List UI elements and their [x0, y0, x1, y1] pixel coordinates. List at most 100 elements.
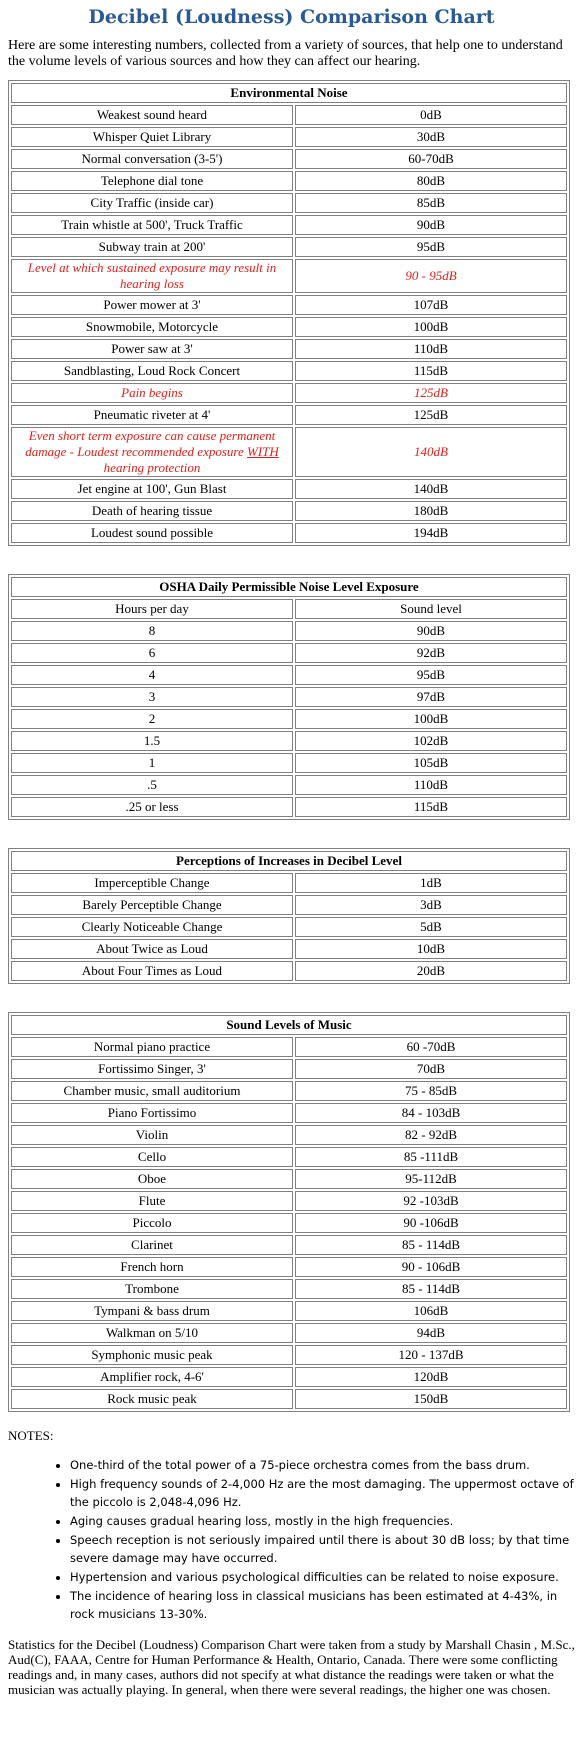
level-cell: 75 - 85dB: [295, 1081, 567, 1101]
note-item: The incidence of hearing loss in classic…: [70, 1587, 575, 1623]
level-cell: 120 - 137dB: [295, 1345, 567, 1365]
table-row: Oboe 95-112dB: [11, 1169, 567, 1189]
notes-heading: NOTES:: [8, 1428, 54, 1443]
source-cell: Jet engine at 100', Gun Blast: [11, 479, 293, 499]
warning-source-cell: Even short term exposure can cause perma…: [11, 427, 293, 477]
level-cell: 92dB: [295, 643, 567, 663]
table-row: 2 100dB: [11, 709, 567, 729]
table-row: Fortissimo Singer, 3' 70dB: [11, 1059, 567, 1079]
table-row: 6 92dB: [11, 643, 567, 663]
table-row: Clarinet 85 - 114dB: [11, 1235, 567, 1255]
level-cell: 105dB: [295, 753, 567, 773]
table-row: 3 97dB: [11, 687, 567, 707]
table-row-warning: Pain begins 125dB: [11, 383, 567, 403]
perceptions-table: Perceptions of Increases in Decibel Leve…: [8, 848, 570, 984]
source-cell: Amplifier rock, 4-6': [11, 1367, 293, 1387]
warning-text-emphasis: WITH: [247, 444, 279, 459]
table-row: Flute 92 -103dB: [11, 1191, 567, 1211]
hours-cell: 1: [11, 753, 293, 773]
level-cell: 115dB: [295, 361, 567, 381]
level-cell: 150dB: [295, 1389, 567, 1409]
table-row: Weakest sound heard 0dB: [11, 105, 567, 125]
table-row: Power saw at 3' 110dB: [11, 339, 567, 359]
table-row: .25 or less 115dB: [11, 797, 567, 817]
change-cell: Barely Perceptible Change: [11, 895, 293, 915]
hours-cell: 4: [11, 665, 293, 685]
table-row: Train whistle at 500', Truck Traffic 90dB: [11, 215, 567, 235]
source-cell: Death of hearing tissue: [11, 501, 293, 521]
source-cell: Chamber music, small auditorium: [11, 1081, 293, 1101]
table-row-warning: Even short term exposure can cause perma…: [11, 427, 567, 477]
warning-source-cell: Pain begins: [11, 383, 293, 403]
notes-list: One-third of the total power of a 75-pie…: [8, 1456, 575, 1623]
hours-cell: 1.5: [11, 731, 293, 751]
source-cell: Whisper Quiet Library: [11, 127, 293, 147]
table-row: About Twice as Loud 10dB: [11, 939, 567, 959]
level-cell: 10dB: [295, 939, 567, 959]
source-cell: Walkman on 5/10: [11, 1323, 293, 1343]
music-caption: Sound Levels of Music: [11, 1015, 567, 1035]
note-item: Speech reception is not seriously impair…: [70, 1531, 575, 1567]
level-cell: 85 - 114dB: [295, 1235, 567, 1255]
table-row: French horn 90 - 106dB: [11, 1257, 567, 1277]
source-cell: Normal conversation (3-5'): [11, 149, 293, 169]
level-cell: 194dB: [295, 523, 567, 543]
table-row: Loudest sound possible 194dB: [11, 523, 567, 543]
level-cell: 180dB: [295, 501, 567, 521]
warning-text-part: hearing protection: [103, 460, 201, 475]
hours-cell: 2: [11, 709, 293, 729]
hours-cell: .5: [11, 775, 293, 795]
level-cell: 106dB: [295, 1301, 567, 1321]
page: Decibel (Loudness) Comparison Chart Here…: [0, 0, 581, 1697]
table-row: Snowmobile, Motorcycle 100dB: [11, 317, 567, 337]
hours-header: Hours per day: [11, 599, 293, 619]
table-row: Barely Perceptible Change 3dB: [11, 895, 567, 915]
table-row: Power mower at 3' 107dB: [11, 295, 567, 315]
table-row: 8 90dB: [11, 621, 567, 641]
table-row: Whisper Quiet Library 30dB: [11, 127, 567, 147]
table-row: Rock music peak 150dB: [11, 1389, 567, 1409]
table-row: Pneumatic riveter at 4' 125dB: [11, 405, 567, 425]
level-cell: 110dB: [295, 775, 567, 795]
level-cell: 102dB: [295, 731, 567, 751]
level-cell: 90dB: [295, 621, 567, 641]
source-cell: Power saw at 3': [11, 339, 293, 359]
table-row: Chamber music, small auditorium 75 - 85dB: [11, 1081, 567, 1101]
change-cell: Clearly Noticeable Change: [11, 917, 293, 937]
table-row: Imperceptible Change 1dB: [11, 873, 567, 893]
level-cell: 85dB: [295, 193, 567, 213]
level-cell: 110dB: [295, 339, 567, 359]
table-row: About Four Times as Loud 20dB: [11, 961, 567, 981]
table-row: 1 105dB: [11, 753, 567, 773]
source-cell: Train whistle at 500', Truck Traffic: [11, 215, 293, 235]
source-cell: Pneumatic riveter at 4': [11, 405, 293, 425]
table-row: Clearly Noticeable Change 5dB: [11, 917, 567, 937]
level-cell: 3dB: [295, 895, 567, 915]
table-row: Violin 82 - 92dB: [11, 1125, 567, 1145]
level-cell: 30dB: [295, 127, 567, 147]
source-cell: Piccolo: [11, 1213, 293, 1233]
perceptions-caption: Perceptions of Increases in Decibel Leve…: [11, 851, 567, 871]
level-cell: 90dB: [295, 215, 567, 235]
source-footnote: Statistics for the Decibel (Loudness) Co…: [8, 1637, 575, 1697]
table-row: Telephone dial tone 80dB: [11, 171, 567, 191]
level-cell: 107dB: [295, 295, 567, 315]
warning-level-cell: 140dB: [295, 427, 567, 477]
source-cell: Piano Fortissimo: [11, 1103, 293, 1123]
hours-cell: .25 or less: [11, 797, 293, 817]
table-row: Death of hearing tissue 180dB: [11, 501, 567, 521]
source-cell: Tympani & bass drum: [11, 1301, 293, 1321]
table-row: Subway train at 200' 95dB: [11, 237, 567, 257]
level-cell: 120dB: [295, 1367, 567, 1387]
osha-caption: OSHA Daily Permissible Noise Level Expos…: [11, 577, 567, 597]
source-cell: Clarinet: [11, 1235, 293, 1255]
source-cell: French horn: [11, 1257, 293, 1277]
level-cell: 90 - 106dB: [295, 1257, 567, 1277]
level-cell: 85 -111dB: [295, 1147, 567, 1167]
source-cell: City Traffic (inside car): [11, 193, 293, 213]
level-cell: 115dB: [295, 797, 567, 817]
table-row: .5 110dB: [11, 775, 567, 795]
source-cell: Flute: [11, 1191, 293, 1211]
source-cell: Oboe: [11, 1169, 293, 1189]
table-row: Normal conversation (3-5') 60-70dB: [11, 149, 567, 169]
